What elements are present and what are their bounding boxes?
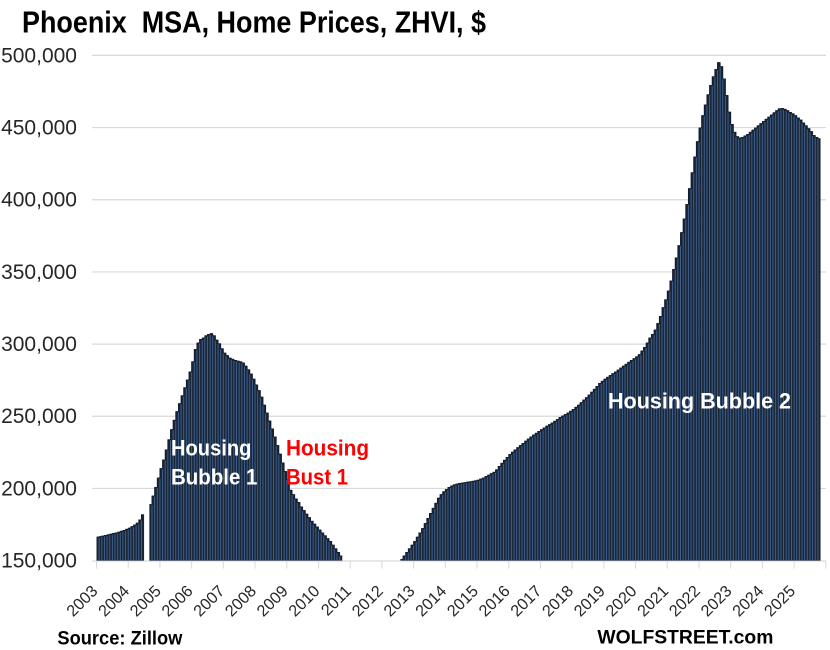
svg-text:300,000: 300,000 [1, 333, 77, 356]
svg-text:Bubble 1: Bubble 1 [171, 465, 257, 490]
svg-text:200,000: 200,000 [1, 477, 77, 500]
svg-text:Bust 1: Bust 1 [286, 465, 348, 490]
svg-text:150,000: 150,000 [1, 550, 77, 573]
svg-text:WOLFSTREET.com: WOLFSTREET.com [597, 628, 773, 649]
svg-text:Source: Zillow: Source: Zillow [57, 629, 182, 650]
svg-text:Housing: Housing [286, 436, 369, 461]
svg-text:Housing: Housing [171, 436, 251, 461]
svg-text:Phoenix MSA, Home Prices, ZHV: Phoenix MSA, Home Prices, ZHVI, $ [22, 5, 486, 40]
svg-text:400,000: 400,000 [1, 189, 77, 212]
svg-text:250,000: 250,000 [1, 405, 77, 428]
svg-text:450,000: 450,000 [1, 116, 77, 139]
svg-text:350,000: 350,000 [1, 261, 77, 284]
svg-text:Housing Bubble 2: Housing Bubble 2 [608, 388, 791, 413]
svg-text:500,000: 500,000 [1, 44, 77, 67]
